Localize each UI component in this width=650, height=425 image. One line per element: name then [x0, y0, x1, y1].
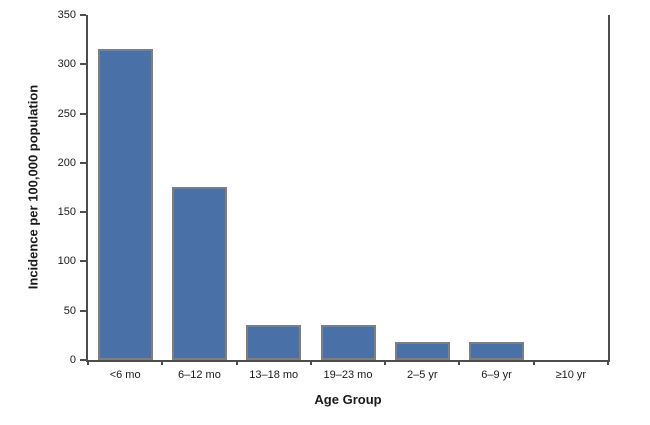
x-axis-tick	[87, 360, 89, 365]
y-axis-tick	[80, 211, 86, 214]
x-axis-tick	[458, 360, 461, 365]
y-tick-label: 250	[57, 107, 76, 120]
x-axis-tick	[384, 360, 387, 365]
y-axis-tick	[80, 63, 86, 66]
x-axis-line	[86, 360, 610, 362]
y-tick-label: 200	[57, 156, 76, 169]
y-tick-label: 100	[57, 255, 76, 268]
x-axis-tick	[161, 360, 164, 365]
plot-area	[86, 15, 610, 362]
y-axis-tick	[80, 112, 86, 115]
x-axis-tick	[607, 360, 609, 365]
x-axis-title: Age Group	[314, 392, 382, 407]
x-axis-tick	[235, 360, 238, 365]
bar-1	[97, 49, 153, 360]
x-axis-tick	[309, 360, 312, 365]
y-tick-label: 300	[57, 58, 76, 71]
x-tick-label: 2–5 yr	[406, 369, 438, 381]
bar-2	[171, 187, 227, 360]
y-tick-label: 350	[57, 9, 76, 21]
y-tick-label: 50	[63, 304, 76, 317]
bar-5	[394, 342, 450, 360]
y-axis-tick	[80, 359, 86, 361]
x-tick-label: 13–18 mo	[249, 369, 299, 381]
x-tick-label: ≥10 yr	[555, 369, 587, 381]
x-tick-label: <6 mo	[109, 369, 141, 381]
y-axis-tick	[80, 14, 86, 16]
right-frame-line	[608, 15, 610, 362]
y-tick-label: 0	[69, 354, 76, 366]
bar-6	[469, 342, 525, 360]
bar-3	[246, 325, 302, 360]
y-axis-tick	[80, 161, 86, 164]
y-tick-label: 150	[57, 206, 76, 219]
x-tick-label: 19–23 mo	[323, 369, 373, 381]
x-axis-tick	[532, 360, 535, 365]
x-tick-label: 6–12 mo	[178, 369, 221, 381]
y-axis-tick	[80, 260, 86, 263]
bar-4	[320, 325, 376, 360]
y-axis-line	[86, 15, 88, 362]
x-tick-label: 6–9 yr	[481, 369, 512, 381]
y-axis-tick	[80, 309, 86, 312]
